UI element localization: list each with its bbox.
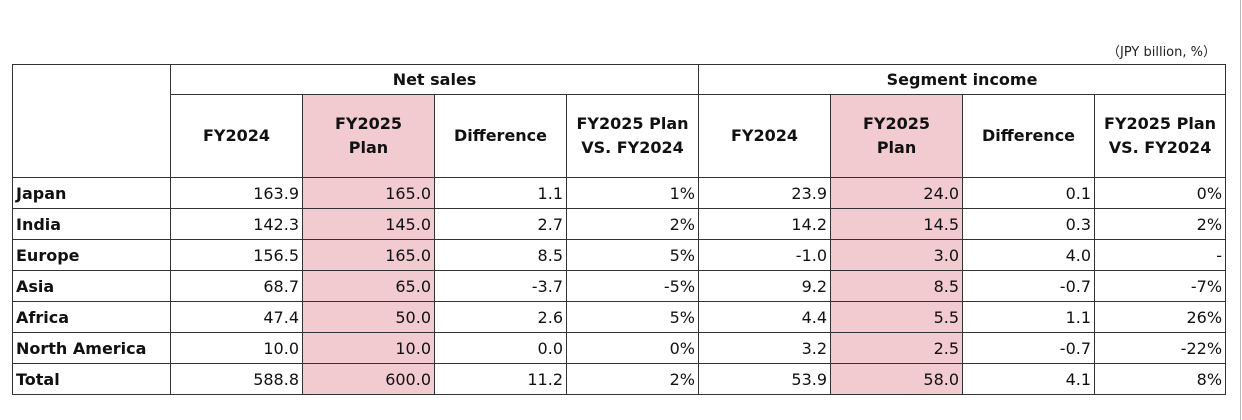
- col-ns-fy2024: FY2024: [170, 94, 303, 178]
- cell-ns-fy2024: 588.8: [170, 363, 303, 395]
- col-si-fy2025-plan: FY2025 Plan: [830, 94, 964, 178]
- cell-ns-pct: 1%: [565, 177, 700, 209]
- cell-si-fy2024: 23.9: [698, 177, 832, 209]
- region-label: Total: [12, 363, 171, 395]
- cell-ns-plan: 165.0: [302, 239, 435, 271]
- cell-si-plan: 3.0: [830, 239, 964, 271]
- cell-ns-plan: 145.0: [302, 208, 435, 240]
- cell-ns-pct: 0%: [565, 332, 700, 364]
- cell-ns-diff: -3.7: [434, 270, 567, 302]
- region-label: Asia: [12, 270, 171, 302]
- col-si-plan-vs: FY2025 Plan VS. FY2024: [1094, 94, 1227, 178]
- cell-ns-fy2024: 10.0: [170, 332, 303, 364]
- col-si-difference: Difference: [962, 94, 1096, 178]
- cell-ns-diff: 11.2: [434, 363, 567, 395]
- region-label: India: [12, 208, 171, 240]
- cell-si-plan: 58.0: [830, 363, 964, 395]
- cell-si-plan: 2.5: [830, 332, 964, 364]
- unit-note: （JPY billion, %）: [1107, 45, 1216, 60]
- cell-si-diff: 1.1: [962, 301, 1096, 333]
- table-row: India 142.3 145.0 2.7 2% 14.2 14.5 0.3 2…: [12, 208, 1227, 240]
- cell-ns-fy2024: 142.3: [170, 208, 303, 240]
- cell-si-plan: 5.5: [830, 301, 964, 333]
- cell-si-diff: 4.1: [962, 363, 1096, 395]
- table-row: Japan 163.9 165.0 1.1 1% 23.9 24.0 0.1 0…: [12, 177, 1227, 209]
- cell-si-pct: -22%: [1094, 332, 1227, 364]
- group-segment-income: Segment income: [698, 64, 1227, 95]
- cell-si-plan: 8.5: [830, 270, 964, 302]
- cell-ns-pct: 2%: [565, 208, 700, 240]
- table-row-total: Total 588.8 600.0 11.2 2% 53.9 58.0 4.1 …: [12, 363, 1227, 395]
- cell-ns-fy2024: 163.9: [170, 177, 303, 209]
- col-si-plan-vs-label: FY2025 Plan VS. FY2024: [1104, 114, 1217, 157]
- col-ns-plan-vs-label: FY2025 Plan VS. FY2024: [576, 114, 689, 157]
- col-ns-fy2025-plan-label: FY2025 Plan: [334, 114, 403, 157]
- cell-ns-fy2024: 68.7: [170, 270, 303, 302]
- cell-si-pct: 8%: [1094, 363, 1227, 395]
- cell-si-pct: -7%: [1094, 270, 1227, 302]
- cell-si-fy2024: 4.4: [698, 301, 832, 333]
- region-label: Japan: [12, 177, 171, 209]
- cell-si-diff: 0.3: [962, 208, 1096, 240]
- cell-ns-diff: 1.1: [434, 177, 567, 209]
- table-row: Europe 156.5 165.0 8.5 5% -1.0 3.0 4.0 -: [12, 239, 1227, 271]
- financial-table: Net sales Segment income FY2024 FY2025 P…: [12, 64, 1227, 395]
- cell-ns-plan: 50.0: [302, 301, 435, 333]
- table-row: North America 10.0 10.0 0.0 0% 3.2 2.5 -…: [12, 332, 1227, 364]
- cell-ns-pct: 2%: [565, 363, 700, 395]
- cell-ns-diff: 8.5: [434, 239, 567, 271]
- cell-ns-pct: 5%: [565, 301, 700, 333]
- cell-ns-plan: 600.0: [302, 363, 435, 395]
- cell-si-fy2024: 3.2: [698, 332, 832, 364]
- col-si-fy2024: FY2024: [698, 94, 832, 178]
- col-si-fy2025-plan-label: FY2025 Plan: [862, 114, 931, 157]
- cell-ns-plan: 10.0: [302, 332, 435, 364]
- cell-ns-plan: 165.0: [302, 177, 435, 209]
- cell-si-pct: 2%: [1094, 208, 1227, 240]
- group-header-row: Net sales Segment income: [12, 64, 1227, 178]
- cell-si-pct: -: [1094, 239, 1227, 271]
- corner-cell: [12, 64, 171, 178]
- cell-si-diff: -0.7: [962, 270, 1096, 302]
- region-label: Europe: [12, 239, 171, 271]
- cell-ns-fy2024: 156.5: [170, 239, 303, 271]
- cell-si-diff: 4.0: [962, 239, 1096, 271]
- cell-si-fy2024: 9.2: [698, 270, 832, 302]
- cell-si-plan: 14.5: [830, 208, 964, 240]
- cell-ns-pct: -5%: [565, 270, 700, 302]
- cell-ns-diff: 2.6: [434, 301, 567, 333]
- col-ns-plan-vs: FY2025 Plan VS. FY2024: [565, 94, 700, 178]
- cell-ns-plan: 65.0: [302, 270, 435, 302]
- cell-ns-fy2024: 47.4: [170, 301, 303, 333]
- region-label: North America: [12, 332, 171, 364]
- table-row: Asia 68.7 65.0 -3.7 -5% 9.2 8.5 -0.7 -7%: [12, 270, 1227, 302]
- cell-ns-pct: 5%: [565, 239, 700, 271]
- column-header-row: FY2024 FY2025 Plan Difference FY2025 Pla…: [13, 94, 1227, 178]
- region-label: Africa: [12, 301, 171, 333]
- cell-si-fy2024: 53.9: [698, 363, 832, 395]
- table-row: Africa 47.4 50.0 2.6 5% 4.4 5.5 1.1 26%: [12, 301, 1227, 333]
- cell-si-diff: -0.7: [962, 332, 1096, 364]
- cell-si-diff: 0.1: [962, 177, 1096, 209]
- cell-si-pct: 0%: [1094, 177, 1227, 209]
- col-ns-difference: Difference: [434, 94, 567, 178]
- cell-si-plan: 24.0: [830, 177, 964, 209]
- cell-si-fy2024: 14.2: [698, 208, 832, 240]
- cell-si-fy2024: -1.0: [698, 239, 832, 271]
- cell-ns-diff: 0.0: [434, 332, 567, 364]
- group-net-sales: Net sales: [169, 64, 700, 95]
- col-ns-fy2025-plan: FY2025 Plan: [302, 94, 435, 178]
- cell-si-pct: 26%: [1094, 301, 1227, 333]
- cell-ns-diff: 2.7: [434, 208, 567, 240]
